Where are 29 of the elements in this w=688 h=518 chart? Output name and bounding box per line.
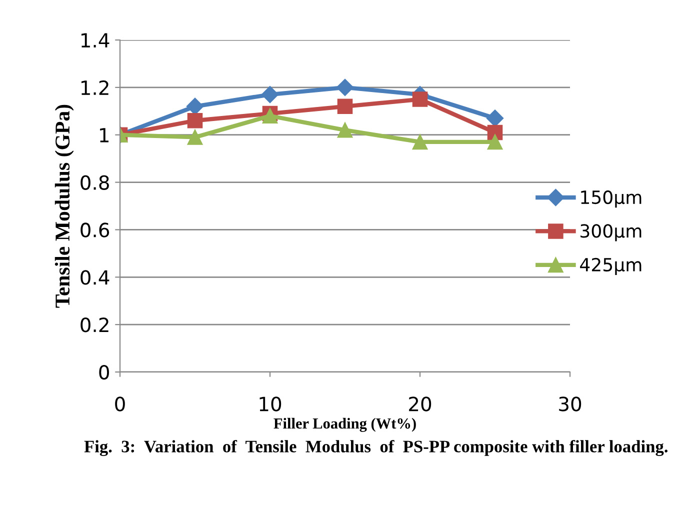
point xyxy=(412,134,428,150)
point xyxy=(261,86,279,104)
point xyxy=(487,134,503,150)
point xyxy=(187,130,203,145)
x-tick-label: 0 xyxy=(115,396,125,412)
x-tick-label: 30 xyxy=(559,396,582,412)
caption: Fig. 3: Variation of Tensile Modulus of PS-PP composite with filler loading. xyxy=(84,440,668,456)
point xyxy=(186,98,204,115)
x-tick-label: 20 xyxy=(409,396,432,412)
y-tick-label: 1.4 xyxy=(81,33,110,48)
x-axis-title: Filler Loading (Wt%) xyxy=(274,418,416,432)
point xyxy=(187,112,203,128)
point xyxy=(337,98,353,114)
y-tick-label: 0 xyxy=(99,364,109,380)
y-tick-label: 1.2 xyxy=(81,80,108,95)
y-tick-label: 0.6 xyxy=(80,222,110,238)
y-tick-label: 0.4 xyxy=(80,270,110,285)
y-tick-label: 0.2 xyxy=(80,318,108,332)
legend-label: 150µm xyxy=(581,190,642,208)
y-tick-label: 1 xyxy=(100,128,108,142)
legend-label: 425µm xyxy=(580,258,642,276)
point xyxy=(337,122,353,138)
x-tick-label: 10 xyxy=(260,396,282,412)
y-tick-label: 0.8 xyxy=(80,175,109,190)
y-axis-title: Tensile Modulus (GPa) xyxy=(54,104,74,308)
legend-label: 300µm xyxy=(580,224,642,242)
point xyxy=(336,78,354,96)
point xyxy=(412,92,428,107)
point xyxy=(486,110,504,127)
